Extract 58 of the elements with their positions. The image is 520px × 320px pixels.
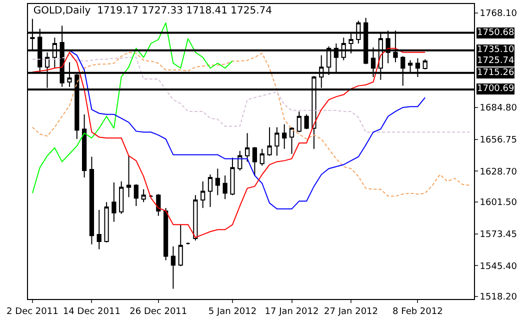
candlestick (230, 157, 235, 196)
ref-line-label: 1700.69 (477, 84, 514, 94)
candlestick (163, 208, 168, 261)
candlestick (260, 148, 264, 166)
chart-title: GOLD,Daily 1719.17 1727.33 1718.41 1725.74 (33, 6, 272, 16)
y-tick-label: 1628.70 (480, 167, 518, 178)
ref-line-label: 1750.68 (477, 28, 514, 38)
candlestick (222, 174, 228, 200)
candlestick (112, 182, 116, 222)
x-tick-label: 2 Dec 2011 (6, 306, 58, 317)
y-tick-label: 1545.40 (480, 262, 518, 272)
line-series (32, 52, 470, 197)
candlestick (178, 224, 183, 267)
text: 1725.74 (477, 56, 514, 66)
candlestick (89, 156, 94, 245)
candlestick (422, 58, 428, 70)
ref-line-label: 1715.26 (477, 68, 514, 78)
candlestick (267, 126, 272, 156)
x-tick-label: 27 Jan 2012 (324, 306, 378, 317)
candlestick (215, 168, 220, 196)
candlestick (200, 180, 206, 208)
candlestick (104, 202, 109, 243)
x-tick-label: 14 Dec 2011 (62, 306, 120, 317)
y-tick-label: 1573.45 (480, 230, 518, 240)
line-series (68, 50, 426, 210)
y-tick-label: 1601.50 (480, 198, 518, 208)
x-tick-label: 17 Jan 2012 (264, 306, 319, 317)
candlestick (170, 246, 176, 290)
line-series (32, 54, 470, 133)
x-tick-label: 8 Feb 2012 (392, 306, 443, 317)
y-tick-label: 1656.75 (480, 135, 518, 146)
candlestick (186, 242, 190, 245)
line-series (32, 22, 233, 194)
candlestick (126, 155, 132, 198)
candlestick (119, 180, 124, 214)
candlestick (141, 188, 146, 203)
candlestick (193, 194, 198, 241)
y-tick-label: 1684.80 (480, 104, 518, 114)
candlestick (238, 150, 242, 172)
candlestick (96, 209, 102, 250)
candlestick (208, 174, 213, 208)
candlestick (274, 126, 280, 156)
line-series (32, 48, 426, 238)
candlestick (148, 194, 154, 198)
ref-line-label: 1735.10 (477, 45, 514, 55)
candlestick (296, 110, 302, 133)
x-tick-label: 5 Jan 2012 (208, 306, 257, 317)
y-tick-label: 1768.10 (480, 9, 518, 20)
candlestick (282, 124, 287, 150)
candlestick (82, 114, 87, 178)
candlestick (304, 114, 309, 130)
x-tick-label: 26 Dec 2011 (130, 306, 188, 317)
candlestick (134, 184, 138, 206)
candlestick (289, 126, 294, 154)
candlestick (252, 146, 258, 176)
candlestick (244, 132, 250, 162)
y-tick-label: 1518.20 (480, 292, 518, 303)
candlestick (156, 194, 161, 216)
